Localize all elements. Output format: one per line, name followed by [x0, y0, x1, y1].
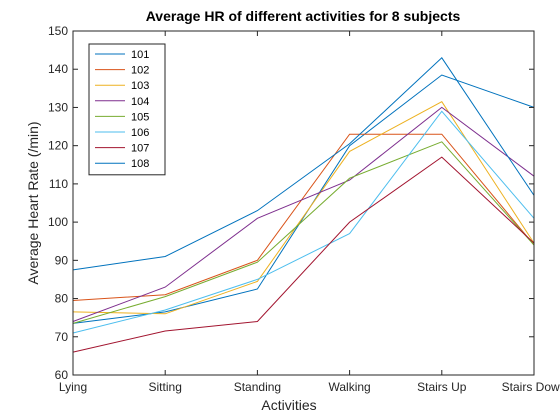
legend-label-103: 103: [131, 80, 149, 92]
series-line-107: [72, 156, 535, 353]
x-tick-label: Stairs Down: [502, 380, 560, 394]
legend-label-105: 105: [131, 111, 149, 123]
x-tick-label: Walking: [328, 380, 370, 394]
x-tick-label: Lying: [59, 380, 87, 394]
legend-label-106: 106: [131, 127, 149, 139]
series-line-102: [72, 133, 535, 301]
x-tick-label: Stairs Up: [417, 380, 467, 394]
series-line-106: [72, 110, 535, 334]
legend-label-101: 101: [131, 49, 149, 61]
y-tick-label: 120: [48, 139, 68, 153]
y-axis-title: Average Heart Rate (/min): [25, 121, 41, 284]
series-line-108: [72, 57, 535, 271]
x-axis-title: Activities: [261, 397, 316, 413]
y-tick-label: 150: [48, 24, 68, 38]
y-tick-label: 100: [48, 215, 68, 229]
legend-label-107: 107: [131, 143, 149, 155]
series-line-104: [72, 106, 535, 322]
y-tick-label: 60: [55, 368, 69, 382]
series-line-105: [72, 141, 535, 324]
chart-title: Average HR of different activities for 8…: [146, 8, 461, 24]
plot-frame: [72, 30, 535, 376]
y-tick-label: 130: [48, 100, 68, 114]
x-tick-label: Sitting: [149, 380, 182, 394]
x-tick-label: Standing: [234, 380, 281, 394]
y-tick-label: 70: [55, 330, 69, 344]
legend-box: [88, 43, 166, 176]
legend-label-104: 104: [131, 96, 149, 108]
legend-label-108: 108: [131, 158, 149, 170]
y-tick-label: 110: [49, 177, 68, 191]
y-tick-label: 90: [55, 253, 69, 267]
y-tick-label: 80: [55, 292, 69, 306]
legend-label-102: 102: [131, 65, 149, 77]
y-tick-label: 140: [48, 62, 68, 76]
